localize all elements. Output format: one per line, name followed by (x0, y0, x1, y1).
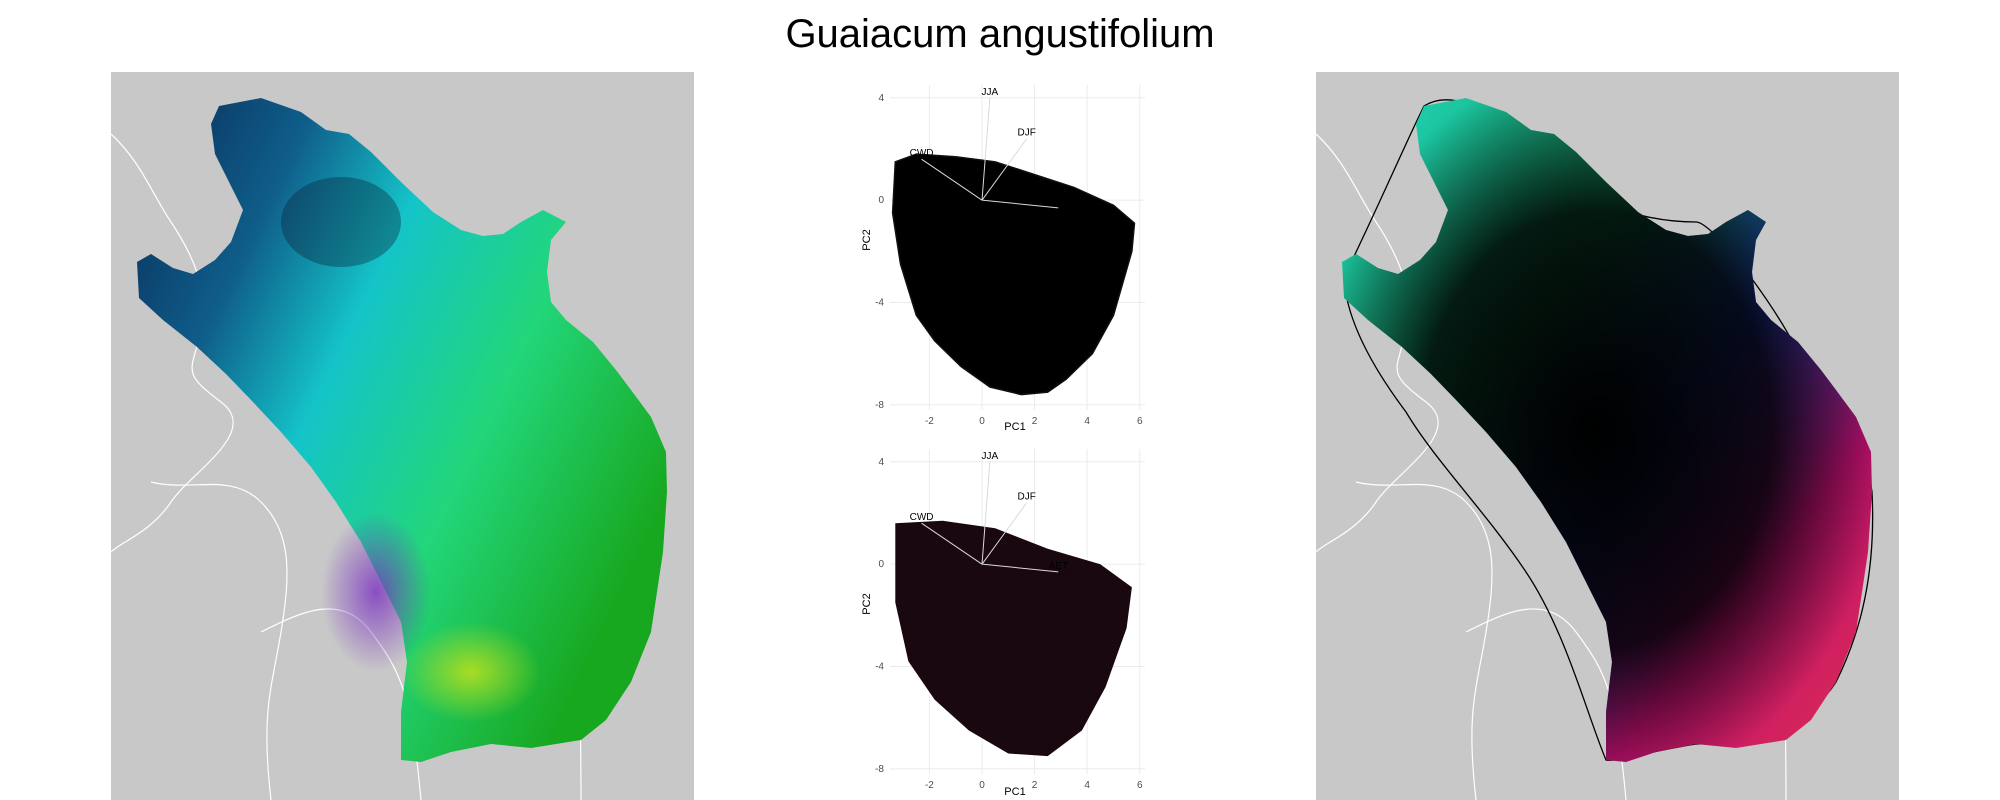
left-range-map (111, 72, 694, 800)
pca-plot-bottom: JJA DJF CWD AET -2 0 2 4 6 4 0 -4 -8 PC1 PC2 (861, 449, 1145, 798)
pca-top-x-label: PC1 (1004, 421, 1025, 433)
pca-bottom-hull (895, 520, 1132, 757)
pca-top-vector-label-aet: AET (1049, 197, 1068, 208)
pca-bottom-y-tick: -4 (875, 662, 884, 673)
pca-bottom-y-tick: -8 (875, 764, 884, 775)
pca-plot-top: JJA DJF CWD AET -2 0 2 4 6 4 0 -4 -8 PC1 PC2 (861, 85, 1145, 433)
pca-bottom-y-label: PC2 (861, 593, 873, 614)
pca-top-x-ticks: -2 0 2 4 6 (925, 416, 1143, 427)
pca-top-x-tick: -2 (925, 416, 934, 427)
pca-top-vector-aet (981, 199, 1059, 209)
pca-bottom-y-tick: 4 (878, 457, 884, 468)
pca-bottom-x-label: PC1 (1004, 786, 1025, 798)
pca-top-y-tick: -8 (875, 400, 884, 411)
pca-top-vectors: JJA DJF CWD AET (910, 87, 1068, 209)
pca-bottom-vector-label-aet: AET (1049, 561, 1068, 572)
pca-top-x-tick: 2 (1032, 416, 1038, 427)
pca-top-vector-label-jja: JJA (982, 87, 999, 98)
pca-top-y-ticks: 4 0 -4 -8 (875, 93, 884, 411)
figure-title: Guaiacum angustifolium (785, 12, 1215, 56)
pca-bottom-x-tick: 2 (1032, 780, 1038, 791)
pca-top-x-tick: 0 (979, 416, 985, 427)
pca-bottom-y-ticks: 4 0 -4 -8 (875, 457, 884, 775)
pca-bottom-vector-jja (981, 461, 991, 565)
pca-bottom-vector-label-djf: DJF (1018, 492, 1036, 503)
pca-top-vector-label-djf: DJF (1018, 128, 1036, 139)
pca-top-vector-djf (981, 138, 1028, 201)
right-range-map (1316, 72, 1899, 800)
pca-bottom-vector-cwd (921, 522, 983, 565)
pca-top-y-tick: 0 (878, 195, 884, 206)
pca-bottom-x-ticks: -2 0 2 4 6 (925, 780, 1143, 791)
pca-top-x-tick: 6 (1137, 416, 1143, 427)
pca-top-hull (891, 153, 1136, 396)
pca-bottom-vector-djf (981, 502, 1028, 565)
pca-bottom-x-tick: -2 (925, 780, 934, 791)
pca-bottom-vector-label-cwd: CWD (910, 512, 934, 523)
pca-top-vector-label-cwd: CWD (910, 148, 934, 159)
pca-bottom-vectors: JJA DJF CWD AET (910, 451, 1068, 573)
pca-top-x-tick: 4 (1084, 416, 1090, 427)
pca-top-y-label: PC2 (861, 229, 873, 250)
pca-bottom-x-tick: 6 (1137, 780, 1143, 791)
pca-top-y-tick: -4 (875, 298, 884, 309)
pca-bottom-vector-aet (981, 563, 1059, 573)
species-range (137, 98, 667, 762)
pca-top-y-tick: 4 (878, 93, 884, 104)
pca-bottom-y-tick: 0 (878, 559, 884, 570)
pca-bottom-x-tick: 4 (1084, 780, 1090, 791)
pca-bottom-x-tick: 0 (979, 780, 985, 791)
pca-bottom-vector-label-jja: JJA (982, 451, 999, 462)
pca-top-vector-jja (981, 97, 991, 201)
pca-top-vector-cwd (921, 158, 983, 201)
